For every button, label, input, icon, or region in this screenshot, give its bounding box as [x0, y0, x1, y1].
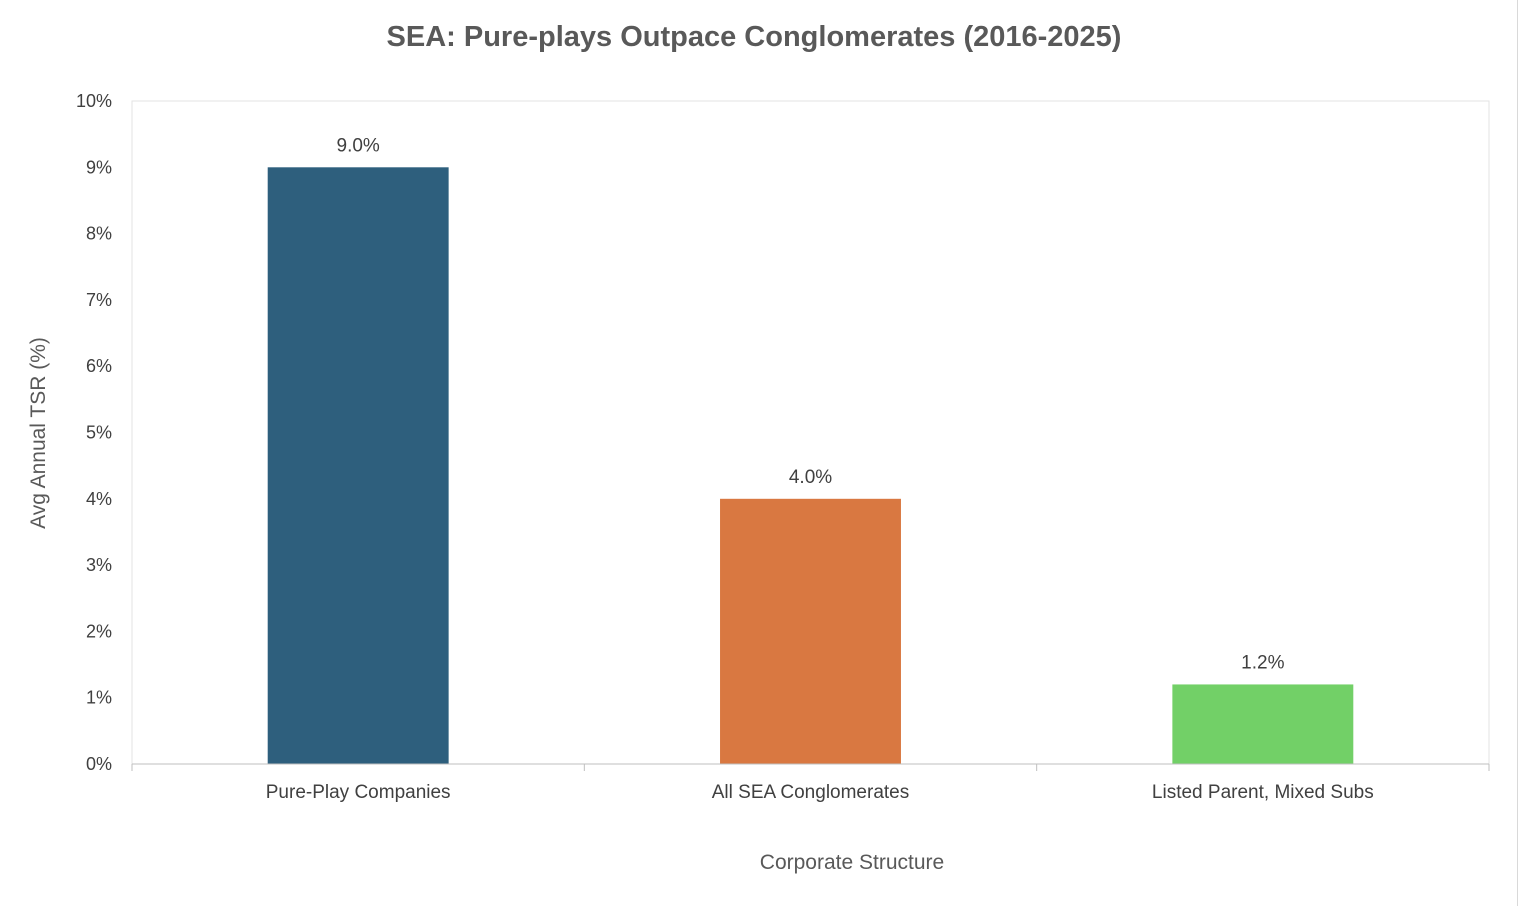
y-tick-label: 2%: [86, 621, 112, 641]
y-tick-label: 7%: [86, 290, 112, 310]
bar: [267, 167, 449, 765]
y-tick-label: 1%: [86, 688, 112, 708]
x-axis-title: Corporate Structure: [760, 851, 944, 874]
bar: [720, 498, 901, 764]
x-axis-labels: Pure-Play Companies All SEA Conglomerates…: [266, 782, 1374, 803]
data-label: 9.0%: [337, 135, 380, 156]
chart-title: SEA: Pure-plays Outpace Conglomerates (2…: [387, 21, 1122, 53]
y-tick-label: 10%: [76, 91, 112, 111]
data-labels: 9.0% 4.0% 1.2%: [337, 135, 1285, 673]
x-tick-label: All SEA Conglomerates: [712, 782, 910, 803]
y-tick-label: 3%: [86, 555, 112, 575]
x-tick-label: Pure-Play Companies: [266, 782, 451, 803]
data-label: 4.0%: [789, 467, 832, 488]
bar: [1172, 684, 1354, 764]
y-axis-ticks: 0% 1% 2% 3% 4% 5% 6% 7% 8% 9% 10%: [76, 91, 112, 774]
x-tick-label: Listed Parent, Mixed Subs: [1152, 782, 1374, 803]
y-tick-label: 0%: [86, 754, 112, 774]
data-label: 1.2%: [1241, 652, 1284, 673]
y-tick-label: 4%: [86, 489, 112, 509]
bars: [267, 167, 1354, 765]
y-axis-title: Avg Annual TSR (%): [27, 337, 50, 529]
y-tick-label: 9%: [86, 157, 112, 177]
x-axis-ticks: [131, 764, 1490, 771]
y-tick-label: 8%: [86, 224, 112, 244]
y-tick-label: 5%: [86, 423, 112, 443]
y-tick-label: 6%: [86, 356, 112, 376]
window-edge-divider: [1517, 0, 1518, 906]
